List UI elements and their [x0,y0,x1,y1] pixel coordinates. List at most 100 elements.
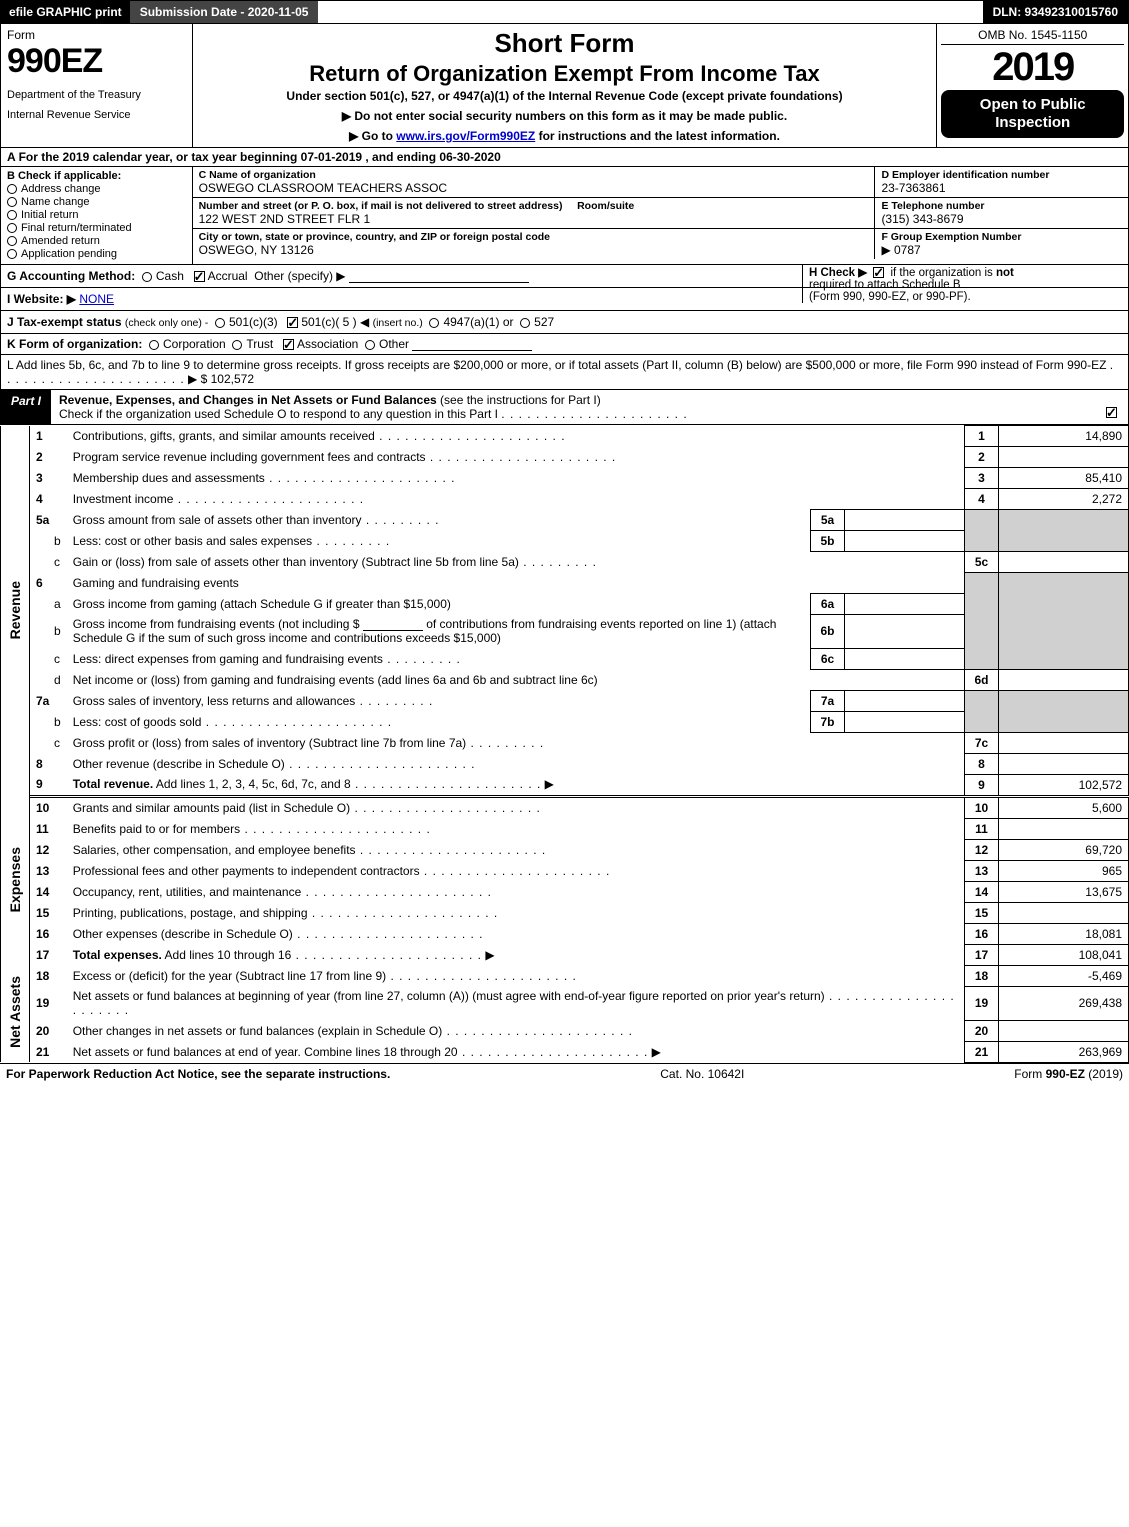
j-527-radio[interactable] [520,318,530,328]
ln17-val: 108,041 [999,944,1129,965]
ln21-rnum: 21 [965,1041,999,1062]
chk-final-return-label: Final return/terminated [21,222,132,234]
l-text: L Add lines 5b, 6c, and 7b to line 9 to … [7,358,1106,372]
ln21-val: 263,969 [999,1041,1129,1062]
ln5a-midval [845,510,965,531]
ln18-num: 18 [30,965,67,986]
chk-address-change[interactable]: Address change [7,183,186,195]
ln10-val: 5,600 [999,797,1129,818]
ln8-num: 8 [30,753,67,774]
j-501c3-radio[interactable] [215,318,225,328]
ln6-num: 6 [30,573,67,594]
f-group-num: 0787 [894,243,921,257]
ln4-rnum: 4 [965,489,999,510]
ln5c-num: c [30,552,67,573]
k-other-input[interactable] [412,339,532,351]
col-cdef: C Name of organization OSWEGO CLASSROOM … [193,167,1128,264]
chk-address-change-label: Address change [21,183,101,195]
ln6c-midval [845,648,965,669]
ln14-val: 13,675 [999,881,1129,902]
ln19-num: 19 [30,986,67,1020]
chk-initial-return[interactable]: Initial return [7,209,186,221]
j-501c3-label: 501(c)(3) [229,315,278,329]
ln6c-desc-text: Less: direct expenses from gaming and fu… [73,652,383,666]
ln15-num: 15 [30,902,67,923]
g-cash-radio[interactable] [142,272,152,282]
j-501c-check[interactable] [287,317,298,328]
dept-treasury: Department of the Treasury [7,89,186,101]
h-checkbox[interactable] [873,267,884,278]
chk-initial-return-label: Initial return [21,209,78,221]
efile-print-label[interactable]: efile GRAPHIC print [1,1,130,23]
footer-right-suffix: (2019) [1085,1067,1123,1081]
footer-left: For Paperwork Reduction Act Notice, see … [6,1067,390,1081]
g-other-input[interactable] [349,271,529,283]
ln1-rnum: 1 [965,426,999,447]
ln16-desc: Other expenses (describe in Schedule O) [67,923,965,944]
d-ein-label: D Employer identification number [881,169,1122,181]
k-label: K Form of organization: [7,337,142,351]
cell-d-ein: D Employer identification number 23-7363… [875,167,1128,197]
k-trust-radio[interactable] [232,340,242,350]
ln7-shade-val [999,690,1129,732]
ln1-desc: Contributions, gifts, grants, and simila… [67,426,965,447]
chk-final-return[interactable]: Final return/terminated [7,222,186,234]
g-accrual-check[interactable] [194,271,205,282]
ln5-shade-val [999,510,1129,552]
revenue-side-text: Revenue [7,581,23,639]
k-other-radio[interactable] [365,340,375,350]
cell-f-group: F Group Exemption Number ▶ 0787 [875,229,1128,259]
footer-right: Form 990-EZ (2019) [1014,1067,1123,1081]
form-header: Form 990EZ Department of the Treasury In… [0,24,1129,148]
j-4947-radio[interactable] [429,318,439,328]
subtitle-under-section: Under section 501(c), 527, or 4947(a)(1)… [199,89,931,103]
header-center: Short Form Return of Organization Exempt… [193,24,937,147]
ln11-rnum: 11 [965,818,999,839]
ln6d-val [999,669,1129,690]
website-link[interactable]: NONE [79,292,114,306]
ln18-val: -5,469 [999,965,1129,986]
ln6b-desc1: Gross income from fundraising events (no… [73,617,360,631]
ln7-shade [965,690,999,732]
c-name-label: C Name of organization [199,169,869,181]
ln6b-blank[interactable] [363,619,423,631]
chk-amended-return-label: Amended return [21,235,100,247]
part1-schedule-o-check[interactable] [1106,407,1117,418]
ln4-desc: Investment income [67,489,965,510]
ln5c-rnum: 5c [965,552,999,573]
f-group-label: F Group Exemption Number [881,231,1122,243]
ln14-rnum: 14 [965,881,999,902]
ln2-val [999,447,1129,468]
ln20-desc-text: Other changes in net assets or fund bala… [73,1024,443,1038]
ln7c-desc: Gross profit or (loss) from sales of inv… [67,732,965,753]
goto-line: Go to www.irs.gov/Form990EZ for instruct… [199,129,931,143]
chk-application-pending[interactable]: Application pending [7,248,186,260]
ln2-rnum: 2 [965,447,999,468]
ln5a-desc-text: Gross amount from sale of assets other t… [73,513,362,527]
instructions-link[interactable]: www.irs.gov/Form990EZ [396,129,535,143]
ln17-rnum: 17 [965,944,999,965]
k-assoc-check[interactable] [283,339,294,350]
ln21-desc: Net assets or fund balances at end of ye… [67,1041,965,1062]
chk-name-change[interactable]: Name change [7,196,186,208]
ln7c-desc-text: Gross profit or (loss) from sales of inv… [73,736,466,750]
page-footer: For Paperwork Reduction Act Notice, see … [0,1063,1129,1084]
ln3-desc: Membership dues and assessments [67,468,965,489]
ln12-num: 12 [30,839,67,860]
k-corp-radio[interactable] [149,340,159,350]
f-group-value: ▶ 0787 [881,243,1122,257]
ln11-num: 11 [30,818,67,839]
ln5a-desc: Gross amount from sale of assets other t… [67,510,811,531]
ln16-num: 16 [30,923,67,944]
ln5b-desc-text: Less: cost or other basis and sales expe… [73,534,312,548]
row-l-gross-receipts: L Add lines 5b, 6c, and 7b to line 9 to … [0,355,1129,390]
ln19-val: 269,438 [999,986,1129,1020]
ln8-val [999,753,1129,774]
ln9-rnum: 9 [965,774,999,795]
j-insert-note: (insert no.) [373,317,423,329]
chk-amended-return[interactable]: Amended return [7,235,186,247]
ln6-desc: Gaming and fundraising events [67,573,965,594]
ln6b-num: b [30,614,67,648]
ln15-desc: Printing, publications, postage, and shi… [67,902,965,923]
ln7b-num: b [30,711,67,732]
